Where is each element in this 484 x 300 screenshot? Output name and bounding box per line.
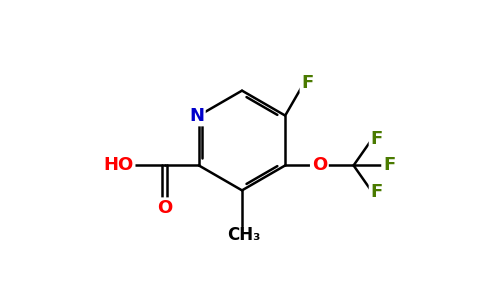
Text: F: F [302,74,314,92]
Text: F: F [371,183,383,201]
Text: O: O [312,156,327,174]
Text: O: O [157,199,172,217]
Text: N: N [189,106,204,124]
Text: CH₃: CH₃ [227,226,260,244]
Text: HO: HO [104,156,134,174]
Text: F: F [383,156,395,174]
Text: F: F [371,130,383,148]
